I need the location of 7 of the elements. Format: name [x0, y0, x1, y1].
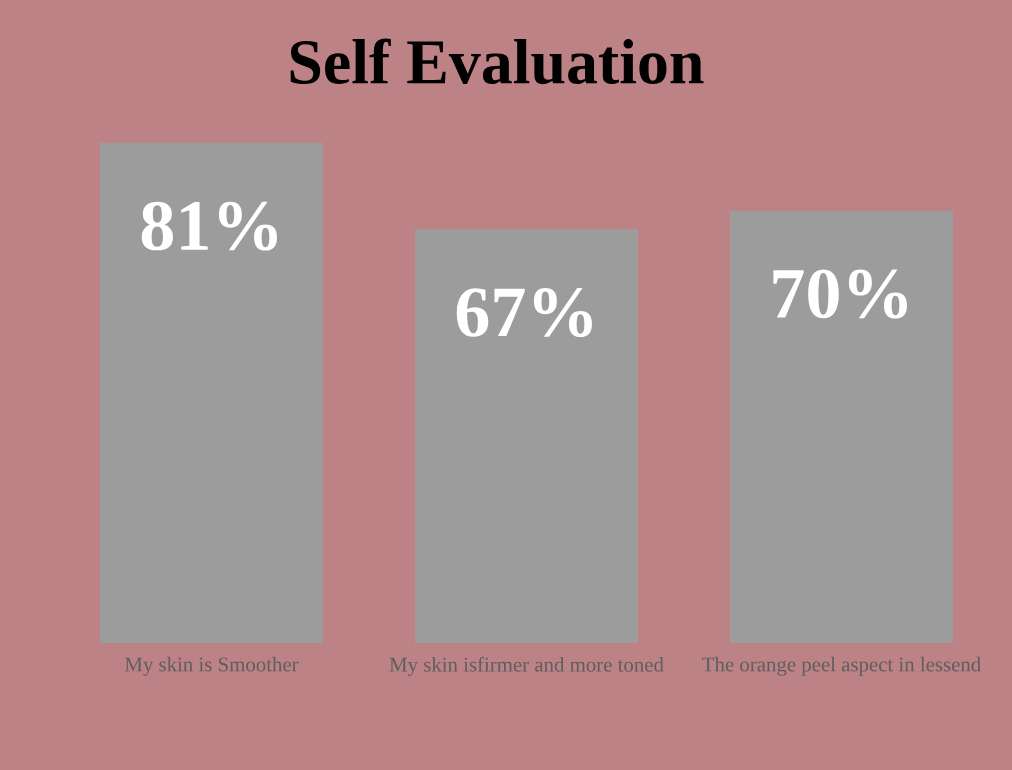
data-label: 81% [141, 201, 277, 251]
data-label: 67% [456, 288, 592, 338]
x-tick-label: My skin is Smoother [125, 656, 299, 676]
x-tick-label: The orange peel aspect in lessend [702, 656, 981, 676]
chart-title: Self Evaluation [290, 38, 704, 85]
data-label: 70% [773, 269, 907, 319]
x-tick-label: My skin isfirmer and more toned [389, 656, 664, 676]
